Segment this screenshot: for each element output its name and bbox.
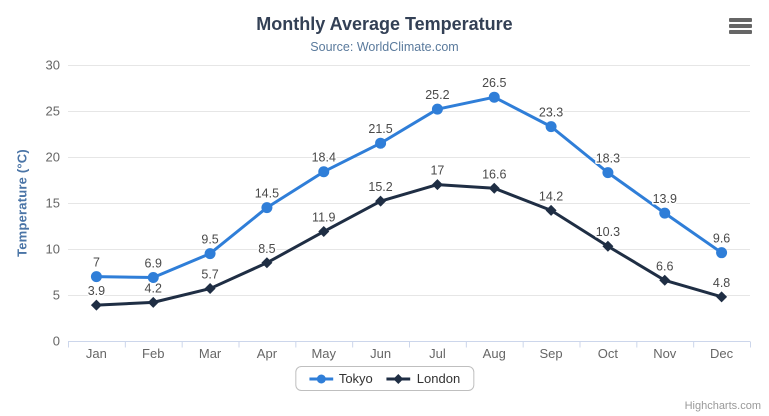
data-point-london[interactable]	[318, 226, 330, 238]
data-label: 17	[430, 164, 444, 178]
data-point-tokyo[interactable]	[261, 202, 273, 214]
legend-item-london[interactable]: London	[386, 371, 461, 386]
export-menu-button[interactable]	[729, 14, 755, 38]
tokyo-circle-marker-icon	[308, 374, 333, 383]
x-axis-tick-label: Jul	[429, 346, 446, 361]
y-axis-tick-label: 10	[46, 242, 60, 257]
x-axis-tick-label: Aug	[483, 346, 506, 361]
data-label: 11.9	[312, 211, 335, 225]
x-axis-tick-label: May	[311, 346, 336, 361]
data-point-tokyo[interactable]	[90, 271, 102, 283]
x-axis-tick-label: Sep	[540, 346, 563, 361]
data-label: 10.3	[596, 225, 620, 239]
data-label: 18.4	[312, 151, 336, 165]
data-label: 26.5	[482, 76, 506, 90]
data-point-london[interactable]	[659, 274, 671, 286]
data-point-london[interactable]	[602, 240, 614, 252]
data-label: 3.9	[88, 284, 105, 298]
legend-label-london: London	[416, 371, 461, 386]
london-diamond-marker-icon	[386, 373, 411, 384]
data-point-tokyo[interactable]	[147, 272, 159, 284]
data-label: 14.5	[255, 187, 279, 201]
y-axis-tick-label: 20	[46, 150, 60, 165]
data-point-tokyo[interactable]	[659, 207, 671, 219]
data-point-tokyo[interactable]	[431, 103, 443, 115]
data-point-tokyo[interactable]	[318, 166, 330, 178]
x-axis-tick-label: Apr	[257, 346, 278, 361]
x-axis-tick-label: Dec	[710, 346, 734, 361]
data-label: 7	[93, 256, 100, 270]
series-line-tokyo	[94, 95, 724, 280]
y-axis-tick-label: 25	[46, 104, 60, 119]
data-label: 8.5	[258, 242, 275, 256]
credits-link[interactable]: Highcharts.com	[684, 400, 761, 412]
data-point-london[interactable]	[431, 179, 443, 191]
x-axis-tick-label: Jan	[86, 346, 107, 361]
x-axis-tick-label: Nov	[653, 346, 677, 361]
data-label: 13.9	[653, 192, 677, 206]
data-label: 5.7	[201, 268, 218, 282]
data-point-london[interactable]	[716, 291, 728, 303]
data-label: 4.2	[145, 281, 162, 295]
x-axis-tick-label: Jun	[370, 346, 391, 361]
data-point-london[interactable]	[261, 257, 273, 269]
data-point-london[interactable]	[147, 296, 159, 308]
data-label: 25.2	[425, 88, 449, 102]
data-point-tokyo[interactable]	[602, 167, 614, 179]
data-point-tokyo[interactable]	[545, 121, 557, 133]
data-label: 4.8	[713, 276, 730, 290]
data-label: 18.3	[596, 152, 620, 166]
x-axis-tick-label: Feb	[142, 346, 164, 361]
data-point-london[interactable]	[545, 204, 557, 216]
y-axis-tick-label: 5	[53, 288, 60, 303]
data-label: 15.2	[368, 180, 392, 194]
y-axis-tick-label: 30	[46, 58, 60, 73]
data-point-london[interactable]	[204, 283, 216, 295]
data-point-tokyo[interactable]	[488, 91, 500, 103]
data-label: 23.3	[539, 106, 563, 120]
data-label: 6.9	[145, 257, 162, 271]
chart-title: Monthly Average Temperature	[256, 14, 513, 34]
data-label: 6.6	[656, 259, 673, 273]
data-point-tokyo[interactable]	[716, 247, 728, 259]
chart-subtitle: Source: WorldClimate.com	[310, 40, 459, 54]
data-point-london[interactable]	[488, 182, 500, 194]
data-label: 16.6	[482, 167, 506, 181]
y-axis-tick-label: 15	[46, 196, 60, 211]
data-point-tokyo[interactable]	[204, 248, 216, 260]
legend-label-tokyo: Tokyo	[338, 371, 373, 386]
data-point-tokyo[interactable]	[375, 137, 387, 149]
y-axis-tick-label: 0	[53, 334, 60, 349]
data-point-london[interactable]	[375, 195, 387, 207]
data-label: 9.5	[201, 233, 218, 247]
legend-item-tokyo[interactable]: Tokyo	[308, 371, 373, 386]
data-point-london[interactable]	[90, 299, 102, 311]
x-axis-tick-label: Oct	[598, 346, 619, 361]
data-label: 14.2	[539, 189, 563, 203]
x-axis-tick-label: Mar	[199, 346, 222, 361]
data-label: 21.5	[368, 122, 392, 136]
series-line-london	[94, 183, 724, 307]
legend: Tokyo London	[294, 366, 475, 391]
hamburger-icon	[729, 18, 755, 34]
data-label: 9.6	[713, 232, 730, 246]
